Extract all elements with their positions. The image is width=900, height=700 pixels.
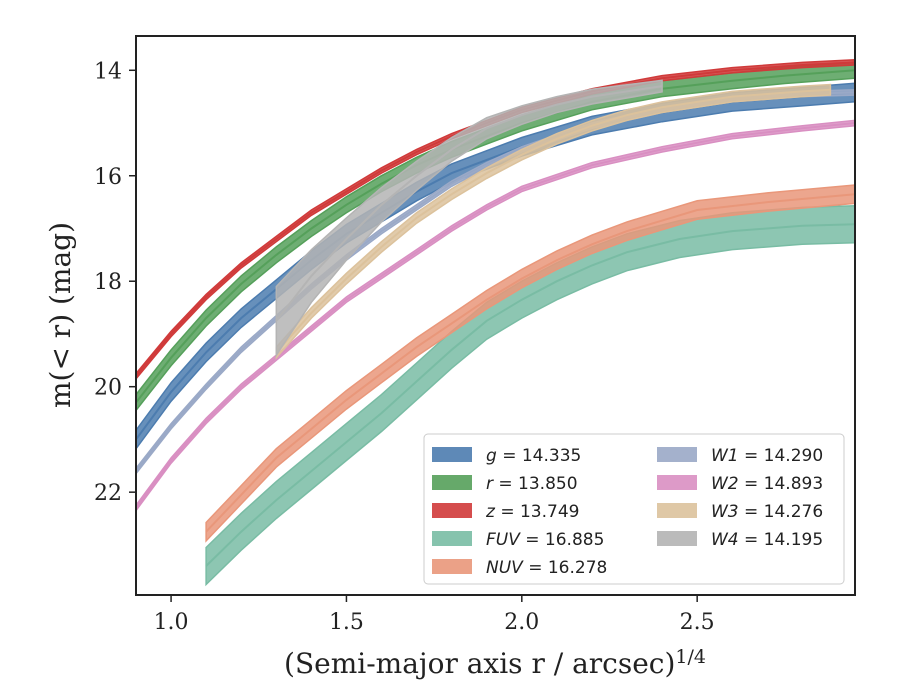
- series-line-fuv: [205, 223, 855, 567]
- series-band-z: [136, 58, 855, 380]
- series-band-w2: [136, 119, 855, 512]
- series-band-nuv: [205, 184, 855, 543]
- legend: g = 14.335 r = 13.850 z = 13.749 FUV = 16.8…: [423, 433, 845, 585]
- legend-swatch-w4: [657, 531, 697, 546]
- x-tick-label: 1.0: [154, 610, 189, 635]
- series-layer: [136, 58, 855, 587]
- ticks-layer: 1.0 1.5 2.0 2.5 14 16 18 20 22: [94, 59, 715, 635]
- legend-label-fuv: FUV = 16.885: [486, 530, 604, 550]
- legend-label-w1: W1 = 14.290: [711, 446, 823, 466]
- x-tick-label: 2.0: [504, 610, 539, 635]
- legend-label-w3: W3 = 14.276: [711, 502, 823, 522]
- series-line-w3: [275, 88, 831, 354]
- y-tick-label: 22: [94, 481, 122, 506]
- series-line-w2: [136, 122, 855, 509]
- x-axis-label: (Semi-major axis r / arcsec)1/4: [284, 646, 706, 680]
- x-tick-label: 2.5: [680, 610, 715, 635]
- series-line-z: [136, 61, 855, 377]
- legend-swatch-r: [432, 475, 472, 490]
- legend-box: [423, 433, 845, 585]
- legend-label-g: g = 14.335: [486, 446, 581, 466]
- legend-swatch-fuv: [432, 531, 472, 546]
- legend-label-w4: W4 = 14.195: [711, 530, 823, 550]
- legend-label-z: z = 13.749: [485, 502, 579, 522]
- legend-swatch-w1: [657, 447, 697, 462]
- x-tick-label: 1.5: [329, 610, 364, 635]
- y-axis-label: m(< r) (mag): [44, 222, 77, 408]
- legend-swatch-nuv: [432, 559, 472, 574]
- y-tick-label: 16: [94, 165, 122, 190]
- legend-label-r: r = 13.850: [486, 474, 578, 494]
- legend-swatch-w3: [657, 503, 697, 518]
- series-line-w4: [275, 85, 663, 322]
- series-band-w3: [275, 83, 832, 360]
- legend-label-nuv: NUV = 16.278: [486, 558, 607, 578]
- series-band-w4: [275, 79, 663, 358]
- legend-swatch-w2: [657, 475, 697, 490]
- legend-swatch-z: [432, 503, 472, 518]
- legend-swatch-g: [432, 447, 472, 462]
- y-tick-label: 20: [94, 376, 122, 401]
- y-tick-label: 18: [94, 270, 122, 295]
- legend-label-w2: W2 = 14.893: [711, 474, 823, 494]
- series-line-nuv: [205, 193, 855, 533]
- y-tick-label: 14: [94, 59, 122, 84]
- plot-frame: [135, 35, 856, 596]
